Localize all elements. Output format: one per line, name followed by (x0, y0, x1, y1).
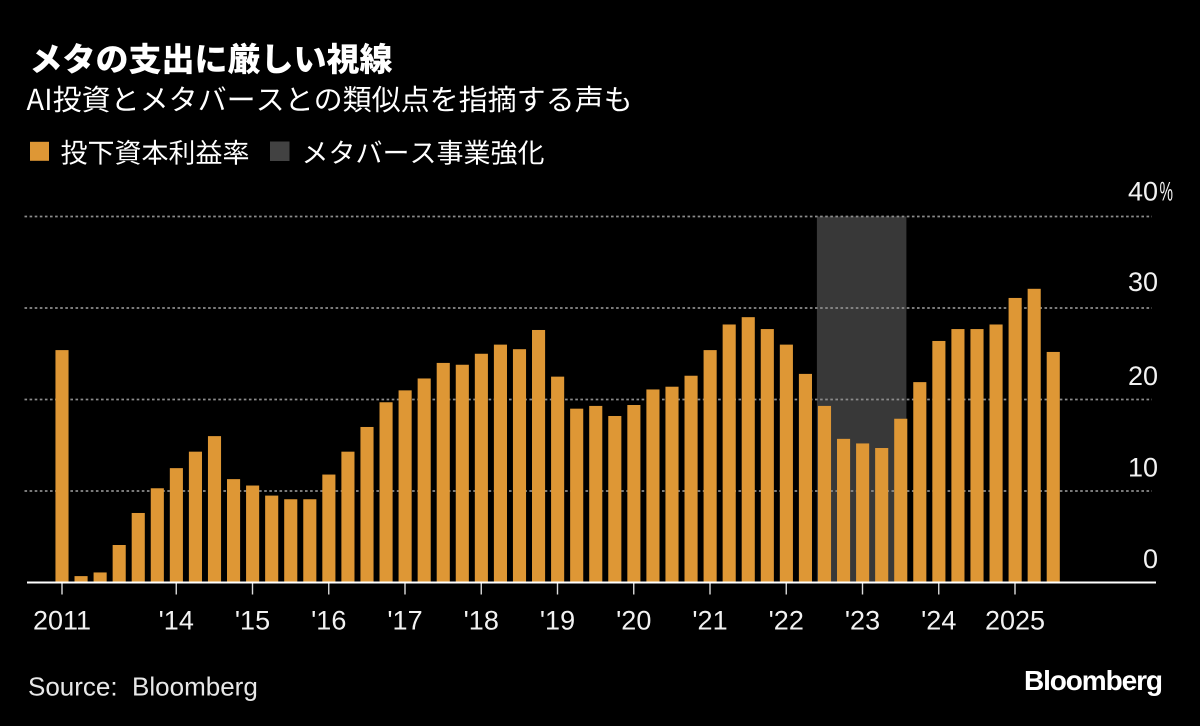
svg-text:'21: '21 (692, 605, 727, 635)
svg-text:'23: '23 (845, 605, 880, 635)
svg-text:'14: '14 (159, 605, 194, 635)
svg-text:Bloomberg: Bloomberg (1024, 665, 1162, 696)
svg-text:2011: 2011 (33, 605, 91, 635)
svg-text:%: % (1160, 176, 1174, 206)
svg-text:10: 10 (1128, 453, 1158, 483)
svg-text:'19: '19 (540, 605, 575, 635)
svg-text:2025: 2025 (985, 605, 1045, 635)
svg-text:40: 40 (1128, 176, 1158, 206)
svg-text:30: 30 (1128, 267, 1158, 297)
svg-text:20: 20 (1128, 361, 1158, 391)
svg-text:0: 0 (1143, 544, 1158, 574)
svg-text:'17: '17 (387, 605, 422, 635)
svg-text:'18: '18 (464, 605, 499, 635)
svg-text:'16: '16 (311, 605, 346, 635)
svg-text:'20: '20 (616, 605, 651, 635)
svg-text:Source: Bloomberg: Source: Bloomberg (28, 671, 258, 701)
svg-text:'22: '22 (769, 605, 804, 635)
svg-text:'15: '15 (235, 605, 270, 635)
svg-text:'24: '24 (921, 605, 956, 635)
